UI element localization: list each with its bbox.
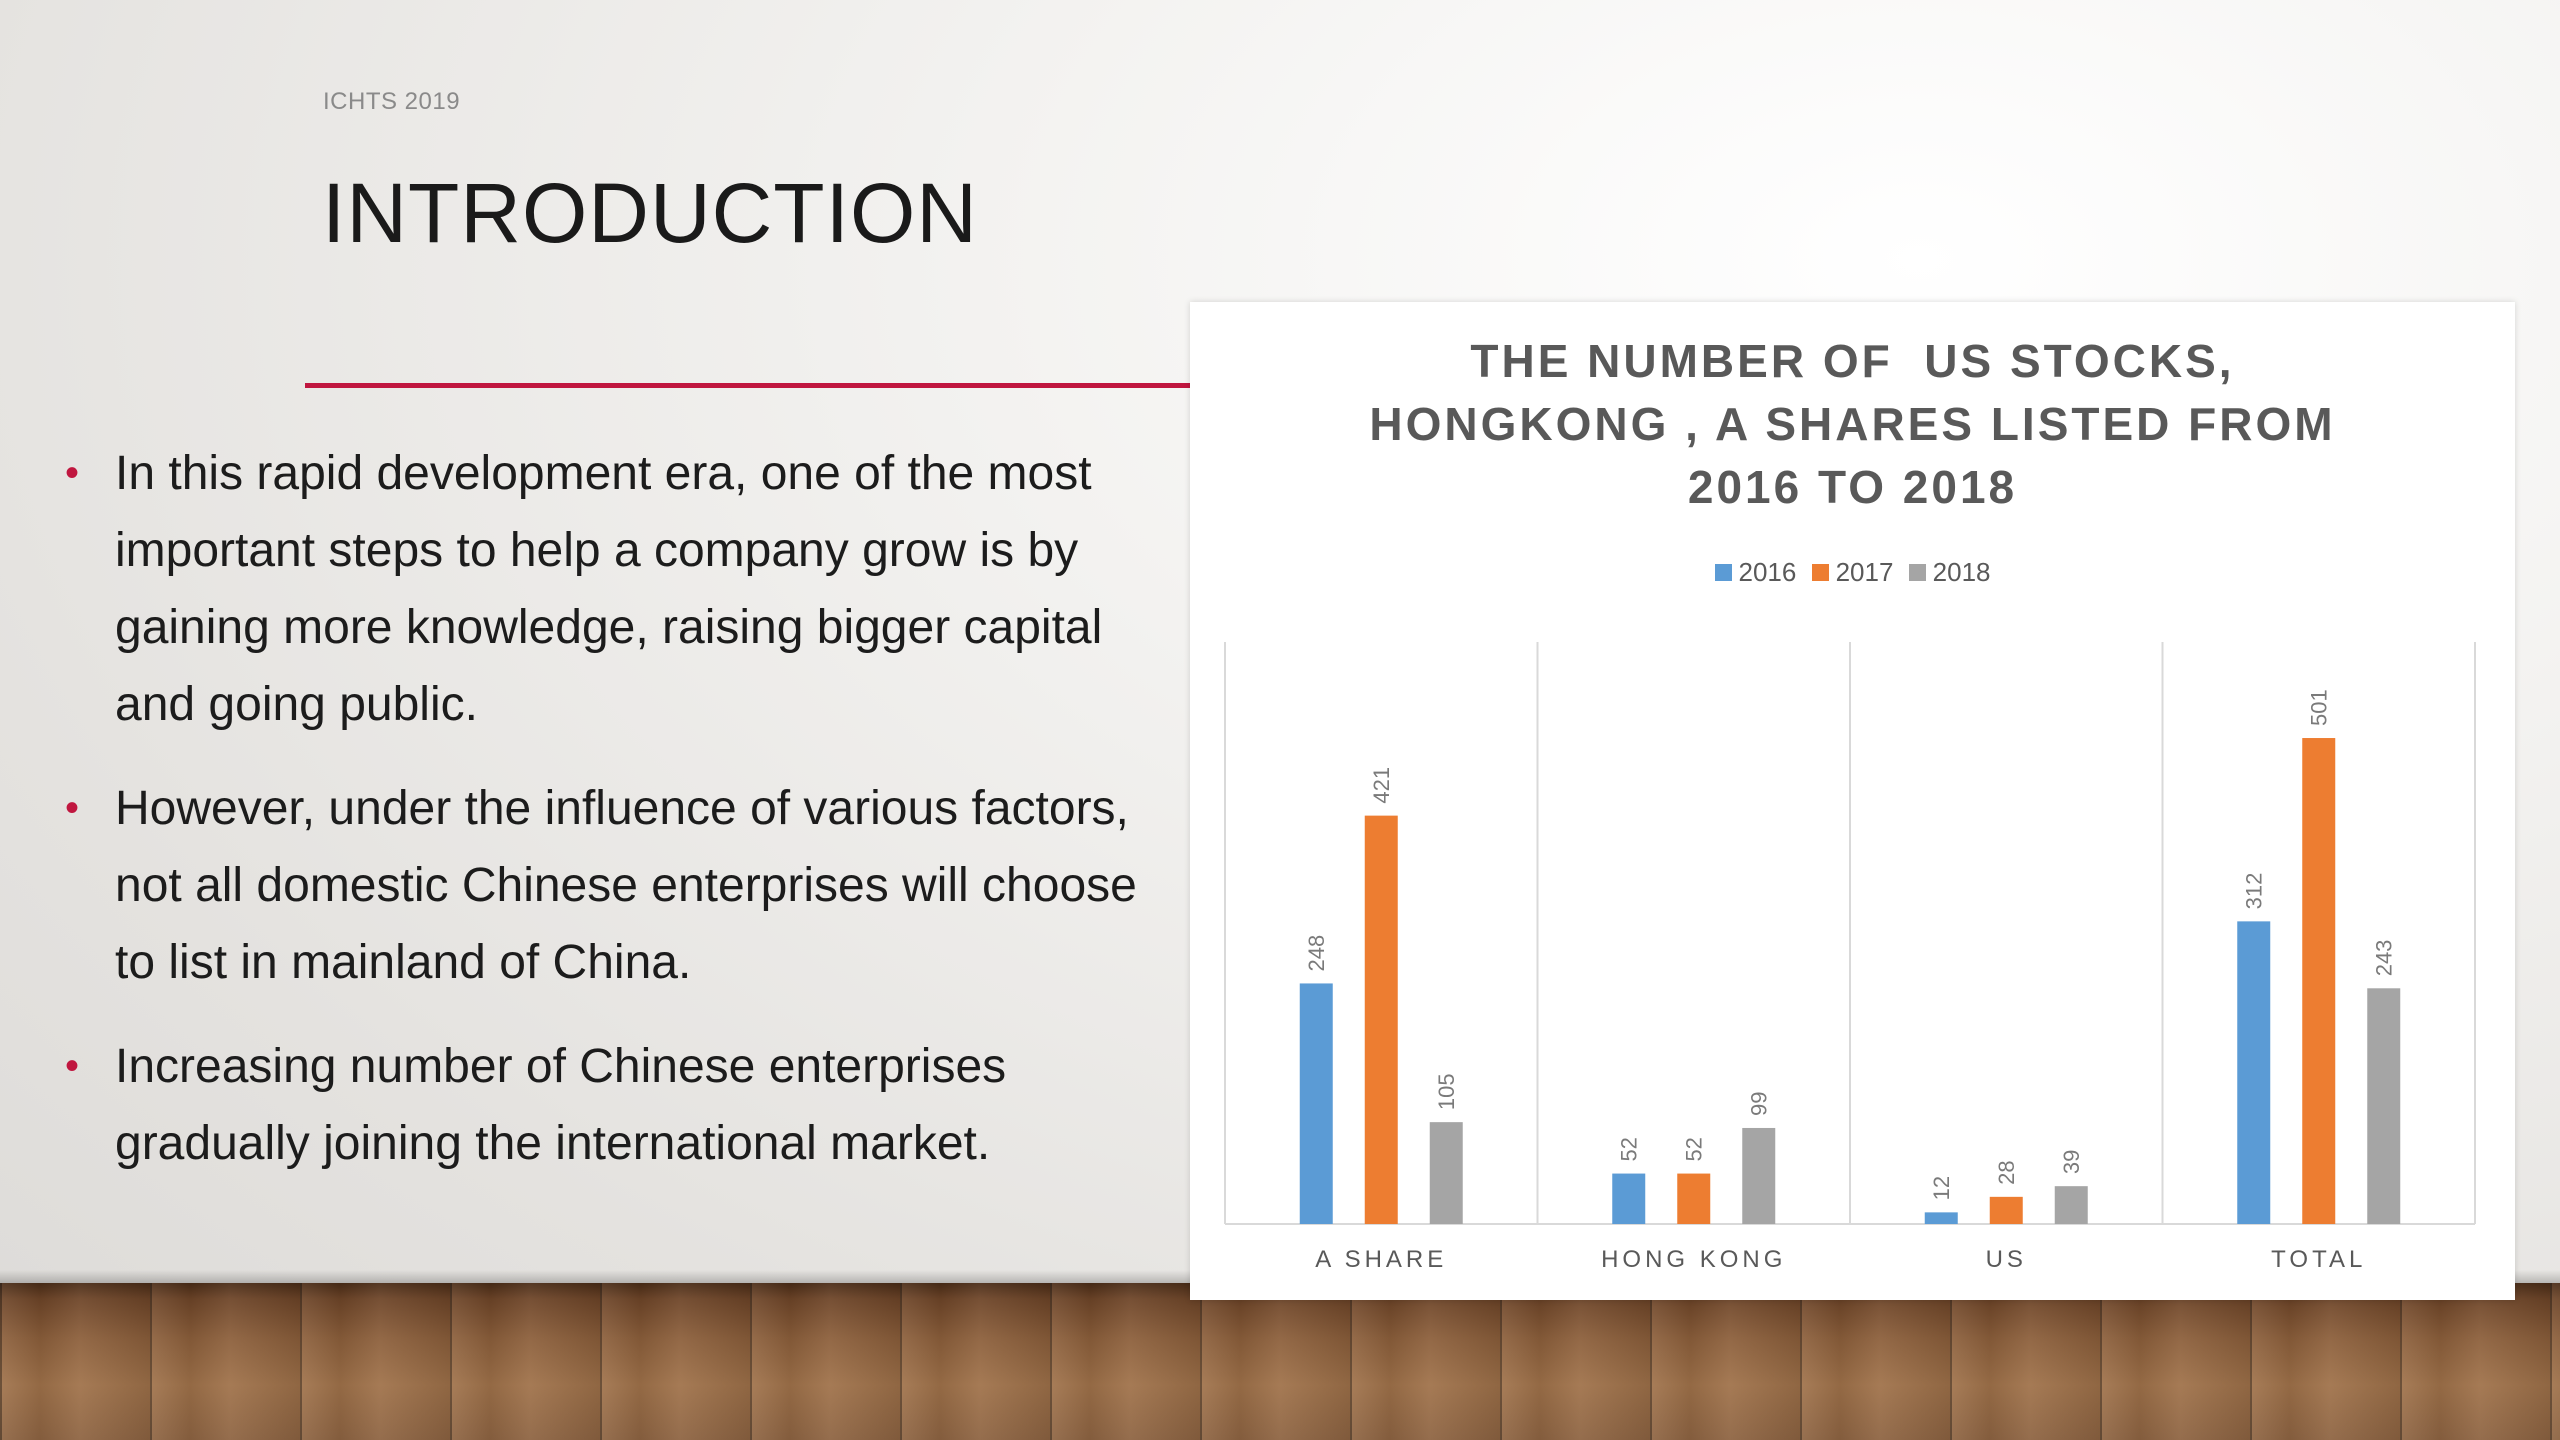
bar-2018	[2054, 1186, 2088, 1224]
data-label: 99	[1747, 1091, 1772, 1115]
legend-item: 2016	[1714, 557, 1797, 588]
bar-2017	[1364, 815, 1398, 1224]
bar-2017	[1677, 1173, 1711, 1224]
bullet-text: However, under the influence of various …	[115, 782, 1137, 989]
bar-2017	[2302, 738, 2336, 1224]
bar-2017	[1989, 1196, 2023, 1224]
legend-swatch	[1811, 563, 1829, 581]
bar-2018	[2367, 988, 2401, 1224]
data-label: 421	[1369, 767, 1394, 804]
bullet-text: Increasing number of Chinese enterprises…	[115, 1040, 1007, 1170]
conference-label: ICHTS 2019	[323, 88, 461, 115]
bullet-item: • Increasing number of Chinese enterpris…	[60, 1028, 1180, 1182]
x-tick-label: US	[1986, 1246, 2027, 1273]
bar-2016	[1612, 1173, 1646, 1224]
x-tick-label: A SHARE	[1315, 1246, 1447, 1273]
chart-card: THE NUMBER OF US STOCKS, HONGKONG , A SH…	[1190, 302, 2515, 1300]
chart-title-line: THE NUMBER OF US STOCKS,	[1470, 335, 2235, 387]
bullet-icon: •	[65, 451, 80, 495]
bar-2016	[2237, 921, 2271, 1224]
legend-label: 2016	[1738, 557, 1797, 587]
bar-2016	[1299, 983, 1333, 1224]
legend-item: 2017	[1811, 557, 1894, 588]
chart-legend: 2016 2017 2018	[1190, 557, 2515, 588]
x-tick-label: HONG KONG	[1601, 1246, 1786, 1273]
bar-2016	[1924, 1212, 1958, 1224]
legend-swatch	[1908, 563, 1926, 581]
data-label: 105	[1434, 1073, 1459, 1110]
data-label: 248	[1304, 935, 1329, 972]
legend-label: 2018	[1932, 557, 1991, 587]
legend-swatch	[1714, 563, 1732, 581]
chart-title-line: 2016 TO 2018	[1687, 461, 2018, 513]
bullet-icon: •	[65, 1044, 80, 1088]
x-tick-label: TOTAL	[2271, 1246, 2366, 1273]
data-label: 312	[2242, 873, 2267, 910]
data-label: 243	[2372, 940, 2397, 977]
bullet-text: In this rapid development era, one of th…	[115, 447, 1103, 731]
bullet-item: • In this rapid development era, one of …	[60, 435, 1180, 743]
wood-floor-background	[0, 1283, 2560, 1440]
bar-chart-plot: 248 421 105 A SHARE 52 52 99 HONG KONG 12 28 39 US 3…	[1224, 642, 2476, 1273]
chart-title: THE NUMBER OF US STOCKS, HONGKONG , A SH…	[1190, 330, 2515, 519]
data-label: 52	[1682, 1137, 1707, 1161]
bullet-icon: •	[65, 786, 80, 830]
slide-title: INTRODUCTION	[322, 166, 978, 260]
data-label: 28	[1994, 1160, 2019, 1184]
chart-title-line: HONGKONG , A SHARES LISTED FROM	[1369, 398, 2336, 450]
legend-label: 2017	[1835, 557, 1894, 587]
data-label: 12	[1929, 1176, 1954, 1200]
bullet-item: • However, under the influence of variou…	[60, 770, 1180, 1001]
data-label: 52	[1617, 1137, 1642, 1161]
data-label: 39	[2059, 1150, 2084, 1174]
legend-item: 2018	[1908, 557, 1991, 588]
bar-2018	[1429, 1122, 1463, 1224]
bullet-list: • In this rapid development era, one of …	[60, 435, 1180, 1209]
bar-2018	[1742, 1127, 1776, 1224]
data-label: 501	[2307, 689, 2332, 726]
title-underline	[305, 383, 1195, 388]
